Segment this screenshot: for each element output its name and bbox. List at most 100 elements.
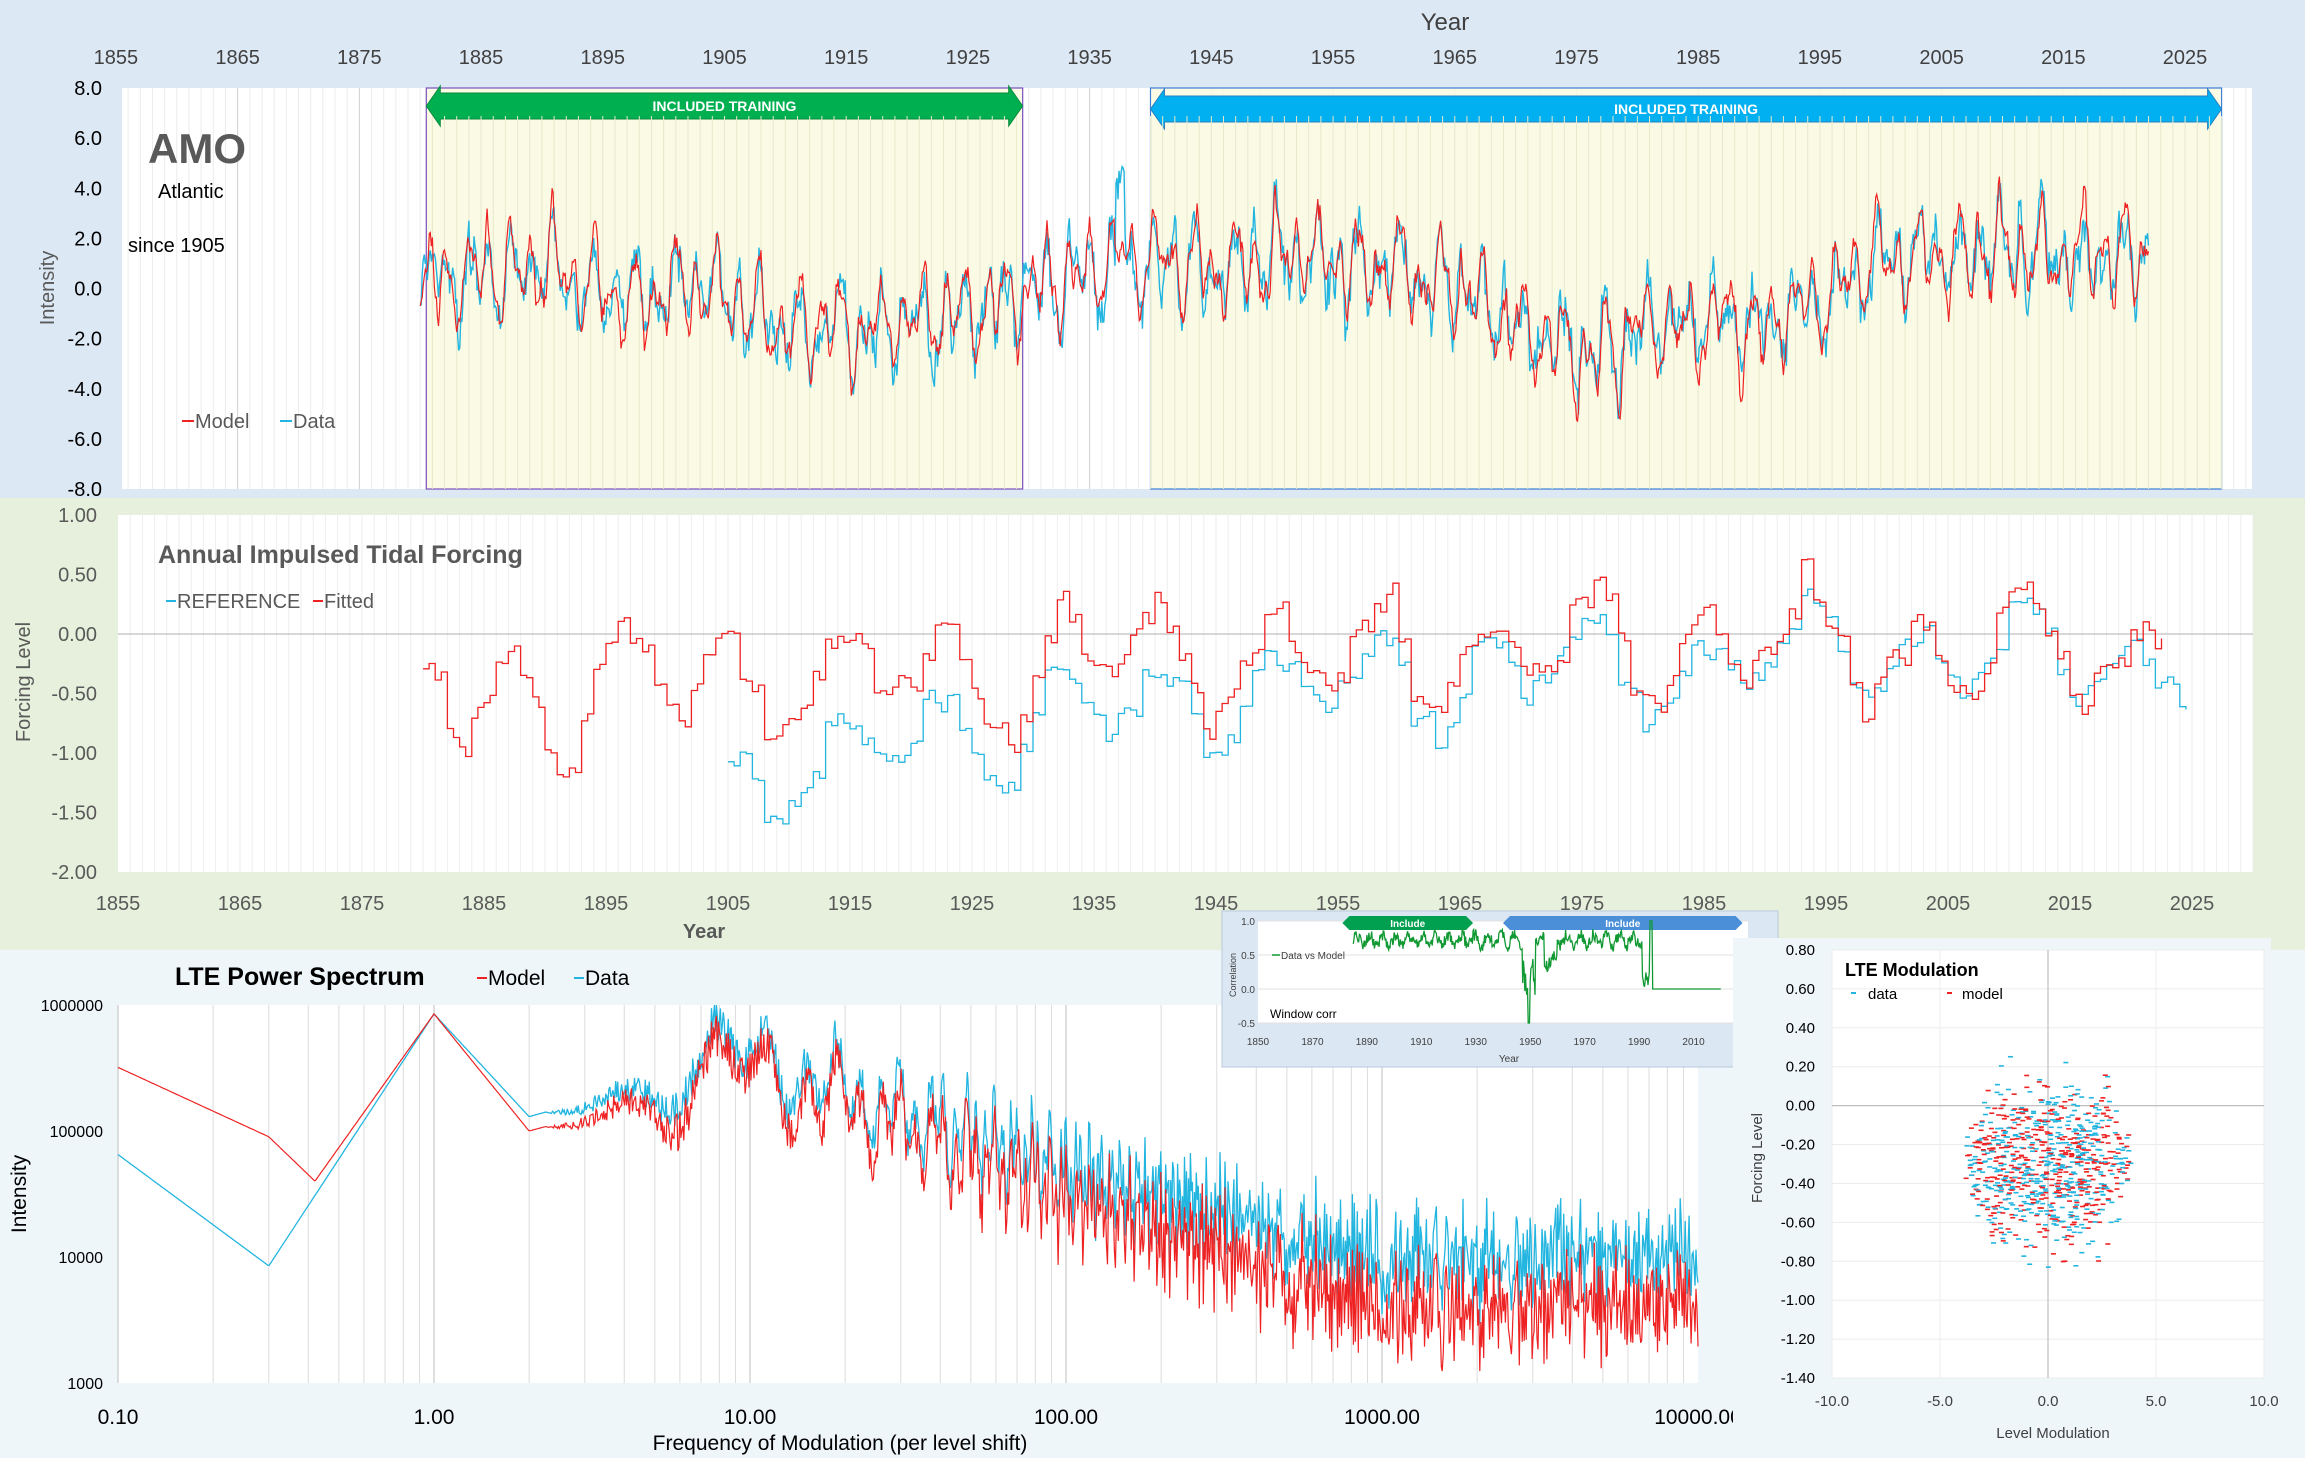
corr-x-tick: 1870 <box>1301 1037 1324 1048</box>
spectrum-x-tick: 0.10 <box>98 1406 139 1429</box>
amo-training-windows: INCLUDED TRAINING INCLUDED TRAINING <box>425 84 2223 490</box>
forcing-y-tick: 0.50 <box>58 565 97 587</box>
forcing-x-tick: 1995 <box>1804 893 1849 915</box>
amo-y-tick: 6.0 <box>74 128 102 150</box>
spectrum-x-tick: 10.00 <box>724 1406 777 1429</box>
mod-x-tick: -10.0 <box>1815 1393 1849 1410</box>
mod-y-tick: 0.40 <box>1786 1020 1815 1037</box>
corr-window-arrow <box>1342 916 1474 930</box>
forcing-x-tick: 1885 <box>462 893 507 915</box>
forcing-x-tick: 2025 <box>2170 893 2215 915</box>
spectrum-legend-model-label: Model <box>488 967 545 990</box>
mod-y-tick: -0.80 <box>1781 1253 1815 1270</box>
mod-x-tick-labels: -10.0 -5.0 0.0 5.0 10.0 <box>1815 1393 2279 1410</box>
amo-training-label: INCLUDED TRAINING <box>653 98 797 114</box>
forcing-fitted-line <box>423 558 2163 778</box>
amo-x-tick: 1935 <box>1067 47 1112 69</box>
mod-gridlines <box>1831 949 2265 1379</box>
amo-model-line <box>419 176 2150 422</box>
forcing-y-tick: -2.00 <box>51 862 97 884</box>
forcing-y-tick: -0.50 <box>51 684 97 706</box>
amo-y-tick: 2.0 <box>74 228 102 250</box>
spectrum-y-tick: 10000 <box>59 1250 104 1267</box>
window-corr-inset: 1850187018901910193019501970199020102030… <box>1221 910 1779 1068</box>
amo-x-tick: 2025 <box>2163 47 2208 69</box>
forcing-legend-fitted-label: Fitted <box>324 591 374 613</box>
corr-title: Window corr <box>1270 1007 1337 1021</box>
amo-x-tick: 1925 <box>946 47 991 69</box>
mod-x-tick: -5.0 <box>1927 1393 1953 1410</box>
forcing-x-tick: 1985 <box>1682 893 1727 915</box>
mod-y-tick: 0.60 <box>1786 981 1815 998</box>
spectrum-y-tick: 100000 <box>50 1124 103 1141</box>
amo-x-tick: 1975 <box>1554 47 1599 69</box>
corr-y-tick: 0.0 <box>1241 985 1255 996</box>
corr-x-tick: 1910 <box>1410 1037 1433 1048</box>
forcing-title: Annual Impulsed Tidal Forcing <box>158 541 523 569</box>
amo-x-tick: 1955 <box>1311 47 1356 69</box>
forcing-x-tick-labels: 1855 1865 1875 1885 1895 1905 1915 1925 1935 1945… <box>96 893 2215 915</box>
lte-modulation-chart: -10.0 -5.0 0.0 5.0 10.0 0.80 0.60 0.40 0.20 0.00… <box>1733 938 2279 1448</box>
corr-x-tick: 1950 <box>1519 1037 1542 1048</box>
mod-y-tick-labels: 0.80 0.60 0.40 0.20 0.00 -0.20 -0.40 -0.60 -0.80… <box>1781 942 1815 1387</box>
spectrum-y-axis-label: Intensity <box>8 1154 31 1233</box>
corr-window-label: Include <box>1390 919 1425 930</box>
forcing-x-tick: 1905 <box>706 893 751 915</box>
amo-chart: INCLUDED TRAINING INCLUDED TRAINING 1855 1… <box>37 9 2252 501</box>
mod-y-tick: -1.20 <box>1781 1331 1815 1348</box>
spectrum-x-axis-label: Frequency of Modulation (per level shift… <box>653 1432 1028 1455</box>
spectrum-model-line <box>117 1012 1699 1372</box>
spectrum-series <box>117 1004 1699 1372</box>
corr-x-tick: 2010 <box>1682 1037 1705 1048</box>
forcing-chart: 1855 1865 1875 1885 1895 1905 1915 1925 1935 1945… <box>13 505 2254 943</box>
corr-window-arrow <box>1503 916 1743 930</box>
corr-y-tick: 1.0 <box>1241 917 1255 928</box>
amo-legend-data-label: Data <box>293 411 336 433</box>
amo-y-tick: -8.0 <box>68 479 102 501</box>
mod-y-tick: -0.20 <box>1781 1137 1815 1154</box>
amo-x-tick: 1995 <box>1798 47 1843 69</box>
mod-legend-data-label: data <box>1868 986 1898 1003</box>
corr-x-tick: 1850 <box>1247 1037 1270 1048</box>
spectrum-x-tick: 1000.00 <box>1344 1406 1420 1429</box>
mod-y-axis-label: Forcing Level <box>1749 1113 1766 1203</box>
amo-y-axis-label: Intensity <box>37 251 59 325</box>
forcing-y-tick: -1.00 <box>51 743 97 765</box>
mod-x-axis-label: Level Modulation <box>1996 1425 2109 1442</box>
mod-points <box>1963 1055 2134 1268</box>
spectrum-plot-area <box>118 1005 1698 1383</box>
forcing-y-tick: 0.00 <box>58 624 97 646</box>
amo-x-tick: 1905 <box>702 47 747 69</box>
mod-y-tick: -0.40 <box>1781 1175 1815 1192</box>
forcing-x-tick: 2005 <box>1926 893 1971 915</box>
corr-y-tick: -0.5 <box>1238 1019 1256 1030</box>
spectrum-data-line <box>117 1004 1699 1324</box>
spectrum-x-tick-labels: 0.10 1.00 10.00 100.00 1000.00 10000.00 <box>98 1406 1742 1429</box>
forcing-x-tick: 1925 <box>950 893 995 915</box>
spectrum-y-tick: 1000 <box>67 1376 103 1393</box>
corr-x-tick: 1970 <box>1574 1037 1597 1048</box>
forcing-x-tick: 1965 <box>1438 893 1483 915</box>
amo-training-arrow <box>425 84 1024 128</box>
corr-x-tick: 1890 <box>1356 1037 1379 1048</box>
mod-y-tick: -1.40 <box>1781 1370 1815 1387</box>
spectrum-y-tick: 1000000 <box>41 998 103 1015</box>
forcing-x-tick: 1955 <box>1316 893 1361 915</box>
amo-y-tick: 0.0 <box>74 279 102 301</box>
amo-series <box>419 164 2150 422</box>
corr-x-tick: 1930 <box>1465 1037 1488 1048</box>
forcing-reference-line <box>728 588 2187 825</box>
amo-title: AMO <box>148 125 246 172</box>
forcing-x-tick: 1875 <box>340 893 385 915</box>
spectrum-x-tick: 10000.00 <box>1654 1406 1742 1429</box>
amo-x-tick: 1895 <box>581 47 626 69</box>
corr-include-windows: Include Include <box>1342 916 1743 930</box>
amo-x-tick: 1875 <box>337 47 382 69</box>
corr-x-axis-label: Year <box>1499 1054 1520 1065</box>
corr-y-axis-label: Correlation <box>1228 953 1238 997</box>
forcing-x-tick: 1915 <box>828 893 873 915</box>
amo-x-tick-labels: 1855 1865 1875 1885 1895 1905 1915 1925 1935 1945… <box>94 47 2208 69</box>
forcing-y-tick: 1.00 <box>58 505 97 527</box>
forcing-x-tick: 1935 <box>1072 893 1117 915</box>
